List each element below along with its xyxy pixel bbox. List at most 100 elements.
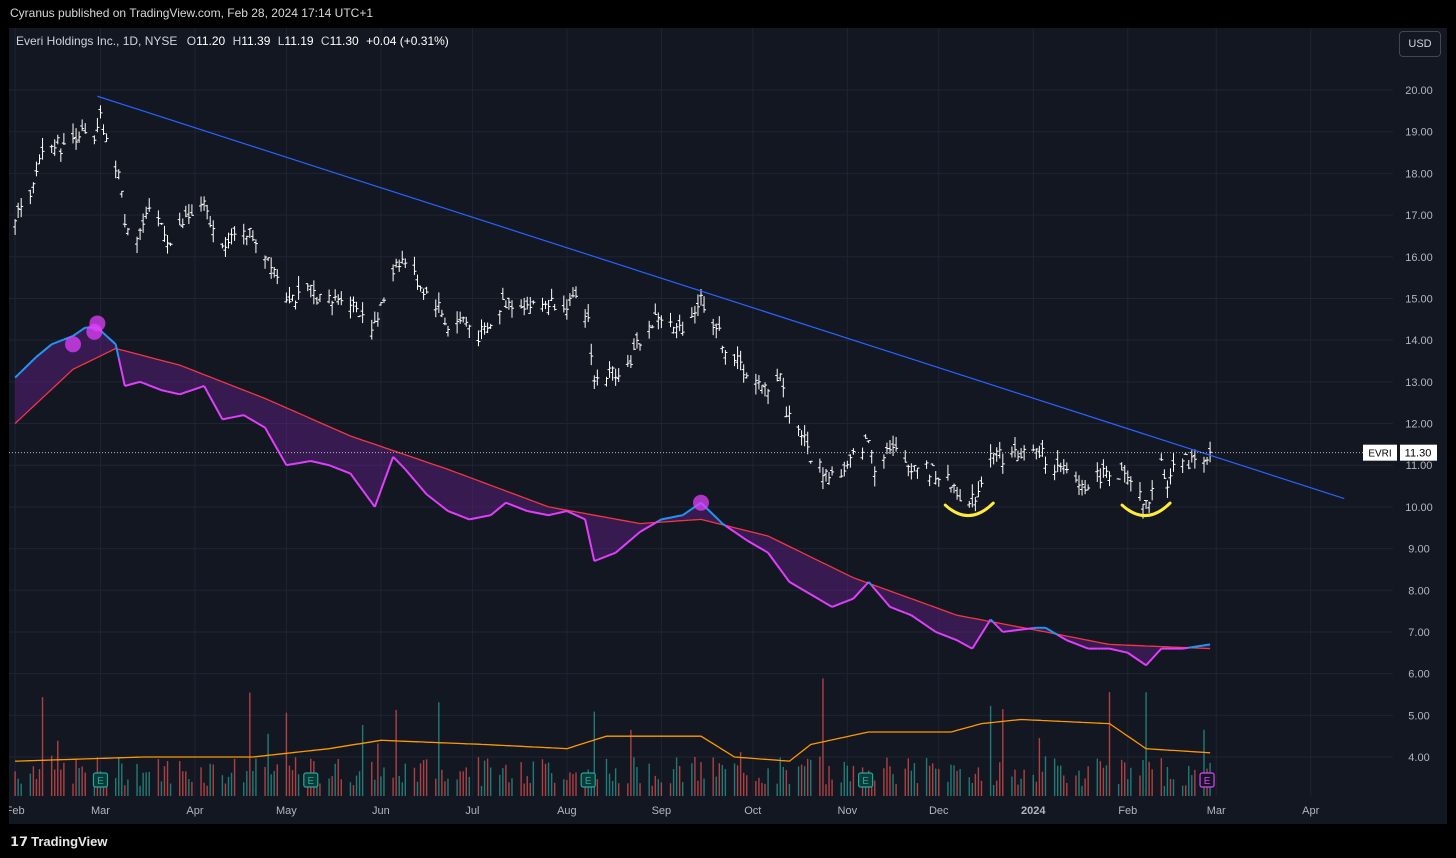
signal-marker	[693, 494, 709, 511]
ohlc-bar	[1058, 462, 1063, 473]
indicator-fast-segment	[185, 390, 190, 394]
ohlc-bar	[540, 297, 545, 312]
indicator-fast-segment	[822, 600, 827, 605]
indicator-fast-segment	[481, 515, 485, 518]
ohlc-bar	[296, 276, 301, 300]
indicator-fast-segment	[804, 589, 809, 594]
indicator-fast-segment	[72, 333, 77, 337]
ohlc-bar	[479, 319, 484, 340]
ohlc-bar	[970, 484, 975, 508]
ohlc-bar	[19, 198, 24, 218]
indicator-fast-segment	[861, 584, 867, 590]
ohlc-bar	[927, 474, 932, 487]
open-value: 11.20	[196, 34, 226, 48]
ohlc-bar	[1012, 437, 1017, 458]
time-tick-label: Aug	[557, 805, 577, 817]
earnings-letter: E	[1204, 776, 1211, 787]
indicator-fast-segment	[691, 506, 696, 510]
indicator-fast-segment	[20, 362, 32, 373]
price-tick-label: 5.00	[1408, 710, 1429, 722]
indicator-fast-segment	[551, 512, 555, 516]
volume-ma-path	[15, 718, 1211, 762]
ohlc-bar	[13, 219, 18, 235]
indicator-fast-segment	[737, 533, 742, 537]
indicator-fast-segment	[337, 467, 342, 471]
indicator-fast-segment	[746, 539, 757, 547]
indicator-fast-segment	[980, 618, 992, 635]
tradingview-brand[interactable]: 𝟭𝟳 TradingView	[10, 834, 107, 850]
time-tick-label: May	[276, 805, 297, 817]
ohlc-bar	[1205, 456, 1210, 465]
ohlc-bar	[135, 236, 140, 254]
ohlc-bar	[1055, 450, 1060, 473]
ohlc-bar	[979, 476, 984, 488]
symbol-legend[interactable]: Everi Holdings Inc., 1D, NYSE O11.20 H11…	[16, 34, 449, 48]
price-chart[interactable]: E E E E E 20.00 19.00 18.00 17.00 16.00 15.00 14.0…	[6, 28, 1447, 824]
ohlc-bar	[269, 257, 274, 279]
indicator-fast-segment	[755, 544, 760, 549]
ohlc-bar	[955, 486, 960, 500]
ohlc-bar	[1119, 462, 1124, 471]
earnings-letter: E	[307, 776, 314, 787]
high-value: 11.39	[241, 34, 271, 48]
indicator-fast-segment	[828, 604, 833, 608]
indicator-fast-segment	[895, 608, 906, 614]
indicator-fast-segment	[609, 552, 613, 557]
indicator-fast-segment	[484, 514, 488, 518]
price-tick-label: 15.00	[1405, 293, 1433, 305]
indicator-fast-segment	[17, 370, 22, 376]
ohlc-bar	[1080, 479, 1085, 496]
ohlc-bar	[604, 376, 609, 387]
ohlc-bar	[778, 373, 783, 382]
earnings-letter: E	[862, 776, 869, 787]
ohlc-bar	[1147, 501, 1152, 513]
ohlc-bar	[732, 354, 737, 367]
ohlc-bar	[351, 296, 356, 313]
ohlc-bar	[113, 160, 118, 179]
indicator-fast-segment	[785, 577, 791, 583]
earnings-marker: E	[580, 772, 596, 788]
ohlc-bar	[500, 287, 505, 301]
ohlc-bar	[156, 210, 161, 227]
ohlc-bar	[668, 312, 673, 328]
indicator-fast-segment	[182, 391, 187, 395]
ohlc-bar	[415, 274, 420, 290]
ohlc-bar	[98, 105, 103, 119]
ohlc-bar	[945, 464, 950, 481]
ohlc-bar	[1077, 475, 1082, 496]
chart-plot-area[interactable]: E E E E E 20.00 19.00 18.00 17.00 16.00 15.00 14.0…	[6, 28, 1447, 824]
time-tick-label: 2024	[1021, 805, 1046, 817]
indicator-fast-segment	[916, 618, 928, 627]
indicator-fast-segment	[398, 462, 403, 467]
ohlc-bar	[607, 361, 612, 378]
indicator-fast-segment	[761, 548, 766, 552]
ohlc-bar	[671, 326, 676, 334]
ohlc-bar	[1000, 453, 1005, 474]
currency-button[interactable]: USD	[1399, 31, 1441, 57]
indicator-fast-segment	[462, 516, 467, 520]
indicator-fast-segment	[533, 511, 543, 516]
low-value: 11.19	[284, 34, 314, 48]
ohlc-bar	[445, 325, 450, 337]
ohlc-bar	[720, 345, 725, 354]
ohlc-bar	[74, 128, 79, 150]
ohlc-bar	[930, 463, 935, 467]
indicator-fast-segment	[825, 602, 830, 607]
ohlc-bar	[543, 300, 548, 310]
indicator-fast-segment	[373, 498, 379, 508]
indicator-fast-segment	[270, 437, 276, 445]
ohlc-bar	[290, 294, 295, 302]
ohlc-bar	[808, 460, 813, 464]
indicator-fast-segment	[676, 514, 680, 518]
price-tick-label: 20.00	[1405, 85, 1433, 97]
indicator-fast-segment	[654, 520, 659, 524]
ohlc-bar	[263, 255, 268, 269]
ohlc-bar	[95, 117, 100, 133]
indicator-fast-segment	[545, 513, 549, 517]
ohlc-bar	[333, 289, 338, 301]
time-tick-label: Oct	[744, 805, 761, 817]
ohlc-bar	[763, 382, 768, 397]
indicator-fast-segment	[120, 371, 126, 387]
indicator-fast-segment	[32, 356, 38, 361]
indicator-fast-segment	[758, 546, 763, 551]
